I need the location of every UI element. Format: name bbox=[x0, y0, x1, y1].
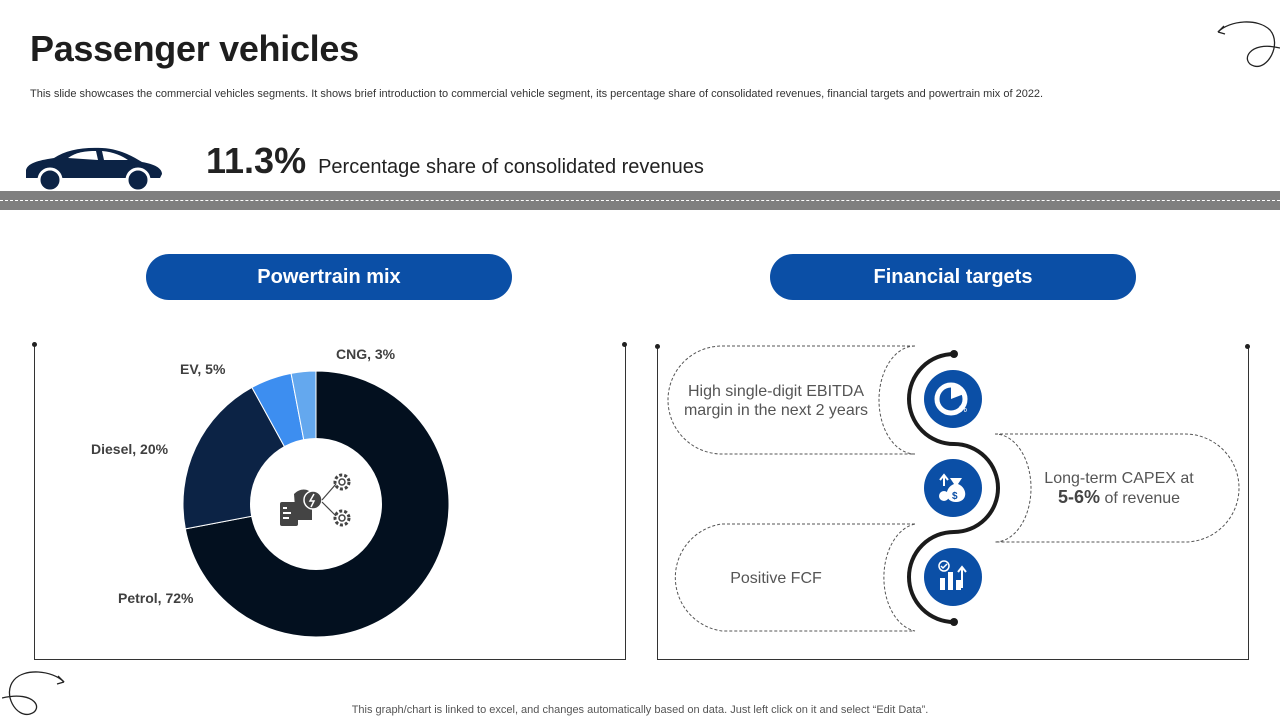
powertrain-heading: Powertrain mix bbox=[146, 254, 512, 300]
car-icon bbox=[26, 147, 162, 193]
financial-panel bbox=[657, 346, 1249, 660]
slice-label-diesel: Diesel, 20% bbox=[91, 441, 169, 457]
powertrain-panel bbox=[34, 344, 626, 660]
panel-corner-dot bbox=[1245, 344, 1250, 349]
footer-note: This graph/chart is linked to excel, and… bbox=[351, 704, 929, 716]
ebitda-line-2: margin in the next 2 years bbox=[683, 402, 869, 419]
stat-value: 11.3% bbox=[206, 140, 307, 181]
capex-suffix: of revenue bbox=[1104, 490, 1181, 507]
road-divider bbox=[0, 191, 1280, 210]
financial-heading: Financial targets bbox=[770, 254, 1136, 300]
panel-corner-dot bbox=[655, 344, 660, 349]
capex-target: Long-term CAPEX at 5-6% of revenue bbox=[1016, 469, 1222, 508]
slice-label-cng: CNG, 3% bbox=[336, 346, 396, 362]
revenue-share-stat: 11.3% Percentage share of consolidated r… bbox=[206, 140, 704, 182]
swirl-arrow-icon bbox=[2, 671, 65, 715]
capex-value: 5-6% bbox=[1057, 487, 1100, 507]
slice-label-ev: EV, 5% bbox=[180, 361, 226, 377]
slice-label-petrol: Petrol, 72% bbox=[118, 590, 194, 606]
panel-corner-dot bbox=[32, 342, 37, 347]
swirl-arrow-icon bbox=[1217, 21, 1280, 67]
stat-label: Percentage share of consolidated revenue… bbox=[318, 156, 704, 178]
ebitda-line-1: High single-digit EBITDA bbox=[687, 383, 865, 400]
page-subtitle: This slide showcases the commercial vehi… bbox=[30, 88, 1044, 100]
ebitda-target: High single-digit EBITDA margin in the n… bbox=[672, 382, 880, 420]
page-title: Passenger vehicles bbox=[30, 28, 359, 69]
road-dash bbox=[0, 200, 1280, 201]
capex-line-1: Long-term CAPEX at bbox=[1044, 470, 1194, 487]
panel-corner-dot bbox=[622, 342, 627, 347]
fcf-target: Positive FCF bbox=[730, 570, 822, 587]
